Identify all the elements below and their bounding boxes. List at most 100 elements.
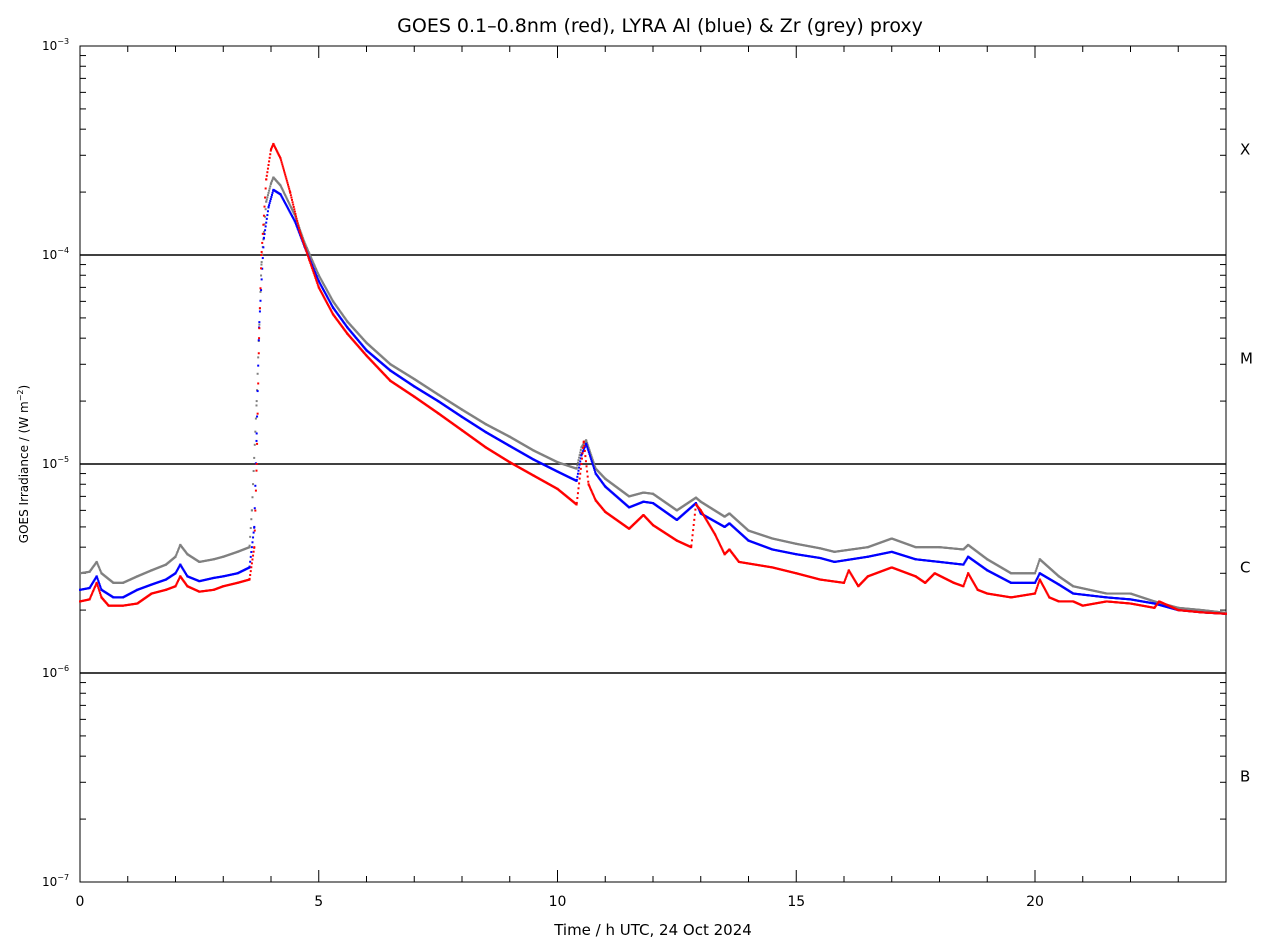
series-0-point — [307, 256, 310, 259]
series-1-data-point-0 — [79, 588, 81, 591]
series-1-data-point-47 — [694, 502, 697, 505]
series-2-data-point-31 — [413, 378, 416, 381]
series-1-point — [262, 246, 265, 249]
series-0-point — [315, 278, 318, 281]
series-1-data-point-2 — [95, 575, 98, 578]
series-1-point — [259, 299, 262, 302]
series-1-point — [589, 456, 592, 459]
series-1-point — [176, 567, 179, 570]
series-2-point — [249, 535, 252, 538]
series-1-point — [261, 257, 264, 260]
series-1-point — [249, 560, 252, 563]
series-0-point — [313, 273, 316, 276]
series-1-point — [585, 443, 588, 446]
series-2-point — [327, 292, 330, 295]
series-0-point — [274, 148, 277, 151]
series-1-point — [329, 301, 332, 304]
series-1-point — [698, 509, 701, 512]
series-2-data-point-5 — [121, 581, 124, 584]
series-1-point — [312, 266, 315, 269]
series-1-data-point-8 — [164, 578, 167, 581]
series-1-data-point-61 — [967, 555, 970, 558]
series-1-data-point-36 — [532, 458, 535, 461]
series-1-point — [297, 229, 300, 232]
series-2-point — [316, 270, 319, 273]
series-2-point — [175, 553, 178, 556]
series-1-point — [296, 226, 299, 229]
series-0-point — [99, 592, 102, 595]
series-0-point — [321, 293, 324, 296]
series-0-point — [305, 250, 308, 253]
series-2-data-point-53 — [795, 542, 798, 545]
series-2-point — [264, 215, 267, 218]
series-0-point — [249, 574, 252, 577]
series-2-data-point-44 — [642, 491, 645, 494]
series-0-point — [286, 183, 289, 186]
series-1-data-point-43 — [628, 506, 631, 509]
series-2-point — [328, 293, 331, 296]
series-1-point — [311, 263, 314, 266]
series-0-point — [176, 580, 179, 583]
series-1-data-point-50 — [728, 522, 731, 525]
series-1-point — [258, 310, 261, 313]
series-1-point — [292, 217, 295, 220]
series-1-point — [258, 321, 261, 324]
series-0-point — [89, 596, 92, 599]
series-2-data-point-30 — [389, 363, 392, 366]
series-0-point — [307, 255, 310, 258]
series-0-point — [275, 149, 278, 152]
series-1-data-point-52 — [771, 548, 774, 551]
series-0-point — [277, 152, 280, 155]
series-0-point — [297, 224, 300, 227]
series-2-point — [305, 245, 308, 248]
series-0-point — [291, 198, 294, 201]
series-0-point — [308, 260, 311, 263]
series-1-point — [316, 276, 319, 279]
series-1-point — [320, 284, 323, 287]
series-2-point — [251, 496, 254, 499]
series-0-point — [295, 215, 298, 218]
series-0-point — [92, 588, 95, 591]
series-1-point — [1038, 573, 1041, 576]
series-0-point — [258, 307, 261, 310]
series-0-point — [301, 238, 304, 241]
series-2-point — [254, 417, 257, 420]
series-2-point — [330, 297, 333, 300]
series-0-point — [268, 160, 271, 163]
series-1-data-point-21 — [267, 205, 270, 208]
series-2-point — [307, 249, 310, 252]
series-0-point — [178, 577, 181, 580]
series-2-data-point-36 — [532, 449, 535, 452]
series-2-data-point-59 — [938, 546, 941, 549]
series-1-point — [254, 484, 257, 487]
series-1-point — [590, 458, 593, 461]
series-2-data-point-23 — [279, 184, 282, 187]
series-0-point — [250, 566, 253, 569]
series-2-data-point-46 — [675, 509, 678, 512]
series-0-point — [278, 156, 281, 159]
series-0-point — [175, 583, 178, 586]
series-1-data-point-1 — [88, 587, 91, 590]
series-0-point — [292, 205, 295, 208]
series-0-point — [276, 151, 279, 154]
series-1-data-point-13 — [212, 576, 215, 579]
series-2-data-point-20 — [265, 200, 268, 203]
series-0-point — [262, 223, 265, 226]
series-1-point — [250, 551, 253, 554]
series-2-data-point-35 — [508, 435, 511, 438]
series-1-point — [328, 299, 331, 302]
series-1-point — [576, 475, 579, 478]
series-2-data-point-45 — [652, 492, 654, 495]
series-2-point — [99, 570, 102, 573]
series-0-point — [94, 584, 97, 587]
series-1-point — [698, 510, 701, 513]
series-1-data-point-32 — [437, 400, 440, 403]
series-0-point — [265, 174, 268, 177]
series-2-point — [281, 189, 284, 192]
series-2-data-point-18 — [255, 400, 258, 403]
series-1-data-point-12 — [198, 580, 201, 583]
series-1-point — [280, 194, 283, 197]
series-layer — [79, 142, 1227, 615]
series-1-data-point-56 — [866, 555, 869, 558]
series-1-data-point-35 — [508, 444, 511, 447]
